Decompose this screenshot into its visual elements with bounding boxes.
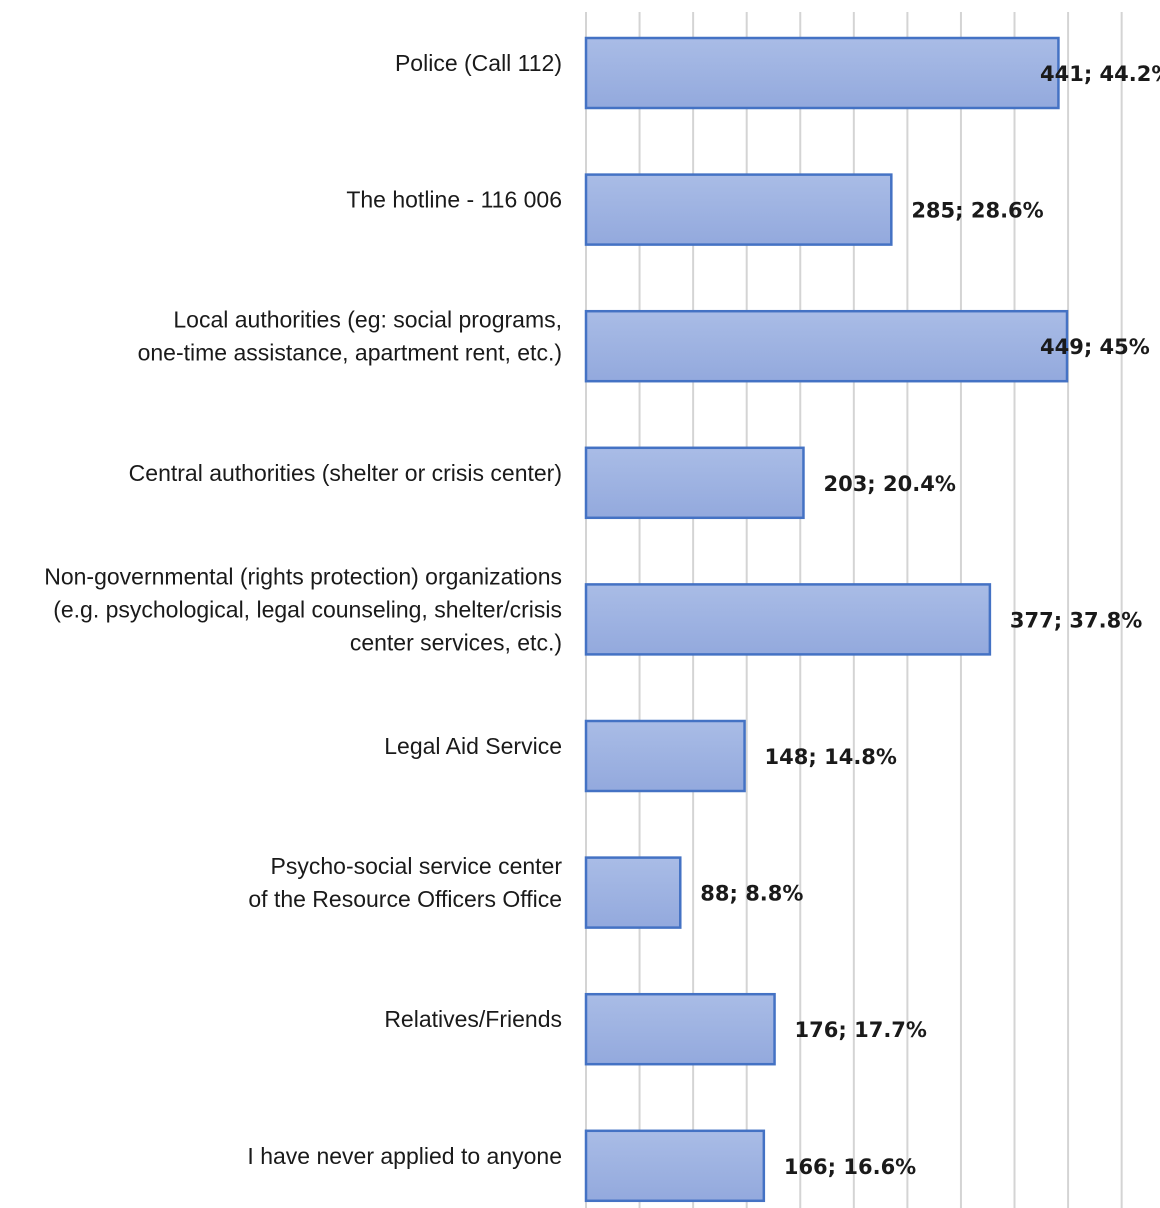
category-label: Non-governmental (rights protection) org… <box>44 563 562 589</box>
category-label: Legal Aid Service <box>384 733 562 759</box>
data-label: 166; 16.6% <box>784 1155 916 1179</box>
category-label: Central authorities (shelter or crisis c… <box>129 460 562 486</box>
bar <box>584 992 776 1066</box>
category-label: one-time assistance, apartment rent, etc… <box>138 340 562 366</box>
bar <box>584 856 682 929</box>
data-label: 377; 37.8% <box>1010 608 1142 632</box>
bar <box>584 173 893 246</box>
category-label: center services, etc.) <box>350 629 562 655</box>
bar <box>584 1129 766 1203</box>
bar <box>584 309 1069 383</box>
category-labels: Police (Call 112) The hotline - 116 006 Lo… <box>44 50 562 1169</box>
category-label: of the Resource Officers Office <box>248 886 562 912</box>
data-label: 441; 44.2% <box>1040 62 1160 86</box>
category-label: Police (Call 112) <box>395 50 562 76</box>
data-label: 88; 8.8% <box>700 882 803 906</box>
category-label: (e.g. psychological, legal counseling, s… <box>53 596 562 622</box>
category-label: Relatives/Friends <box>384 1006 562 1032</box>
data-labels: 441; 44.2% 285; 28.6% 449; 45% 203; 20.4% 37… <box>700 62 1160 1179</box>
data-label: 285; 28.6% <box>911 199 1043 223</box>
bar <box>584 583 992 656</box>
bars <box>584 36 1069 1203</box>
data-label: 148; 14.8% <box>765 745 897 769</box>
data-label: 203; 20.4% <box>823 472 955 496</box>
data-label: 176; 17.7% <box>795 1018 927 1042</box>
category-label: Psycho-social service center <box>271 853 563 879</box>
category-label: Local authorities (eg: social programs, <box>173 307 562 333</box>
category-label: I have never applied to anyone <box>247 1143 562 1169</box>
bar <box>584 446 805 520</box>
bar <box>584 719 746 793</box>
data-label: 449; 45% <box>1040 335 1150 359</box>
bar <box>584 36 1060 110</box>
category-label: The hotline - 116 006 <box>346 187 562 213</box>
